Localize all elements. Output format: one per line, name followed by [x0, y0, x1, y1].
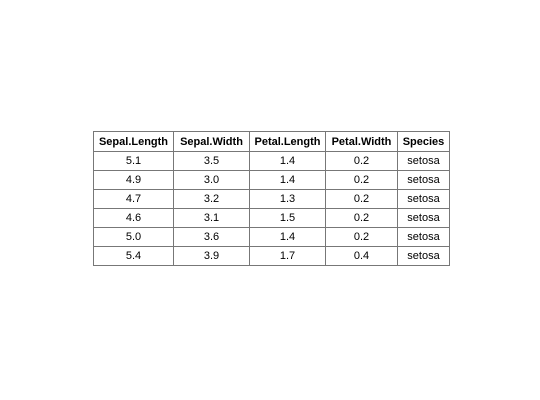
- table-cell-sepal-width: 3.6: [173, 227, 250, 247]
- table-cell-species: setosa: [397, 208, 450, 228]
- table-cell-petal-length: 1.3: [249, 189, 326, 209]
- column-header-species: Species: [397, 131, 450, 152]
- table-cell-species: setosa: [397, 189, 450, 209]
- table-row: 5.1 3.5 1.4 0.2 setosa: [93, 151, 450, 171]
- table-cell-species: setosa: [397, 246, 450, 266]
- table-header: Sepal.Length Sepal.Width Petal.Length Petal…: [93, 131, 450, 152]
- table-row: 4.7 3.2 1.3 0.2 setosa: [93, 189, 450, 209]
- table-row: 4.6 3.1 1.5 0.2 setosa: [93, 208, 450, 228]
- table-cell-petal-length: 1.7: [249, 246, 326, 266]
- table-body: 5.1 3.5 1.4 0.2 setosa 4.9 3.0 1.4 0.2 setosa 4.7 3…: [93, 151, 450, 266]
- table-cell-petal-length: 1.4: [249, 227, 326, 247]
- table-cell-sepal-width: 3.1: [173, 208, 250, 228]
- data-table: Sepal.Length Sepal.Width Petal.Length Petal…: [93, 131, 450, 266]
- table-cell-sepal-width: 3.2: [173, 189, 250, 209]
- column-header-sepal-width: Sepal.Width: [173, 131, 250, 152]
- column-header-petal-length: Petal.Length: [249, 131, 326, 152]
- table-cell-species: setosa: [397, 170, 450, 190]
- table-cell-petal-width: 0.2: [325, 170, 398, 190]
- table-cell-sepal-length: 5.4: [93, 246, 174, 266]
- table-cell-species: setosa: [397, 151, 450, 171]
- table-cell-petal-width: 0.2: [325, 208, 398, 228]
- table-cell-sepal-length: 5.0: [93, 227, 174, 247]
- table-cell-sepal-length: 5.1: [93, 151, 174, 171]
- header-row: Sepal.Length Sepal.Width Petal.Length Petal…: [93, 131, 450, 152]
- table-row: 5.4 3.9 1.7 0.4 setosa: [93, 246, 450, 266]
- table-cell-sepal-length: 4.6: [93, 208, 174, 228]
- table-cell-petal-length: 1.4: [249, 170, 326, 190]
- column-header-sepal-length: Sepal.Length: [93, 131, 174, 152]
- table-cell-sepal-width: 3.5: [173, 151, 250, 171]
- table-cell-petal-width: 0.2: [325, 151, 398, 171]
- table-cell-sepal-width: 3.9: [173, 246, 250, 266]
- table-cell-petal-width: 0.2: [325, 189, 398, 209]
- table-cell-sepal-length: 4.7: [93, 189, 174, 209]
- table-cell-petal-width: 0.2: [325, 227, 398, 247]
- column-header-petal-width: Petal.Width: [325, 131, 398, 152]
- table-cell-sepal-length: 4.9: [93, 170, 174, 190]
- table-row: 4.9 3.0 1.4 0.2 setosa: [93, 170, 450, 190]
- table-cell-petal-width: 0.4: [325, 246, 398, 266]
- table-cell-petal-length: 1.4: [249, 151, 326, 171]
- table-cell-sepal-width: 3.0: [173, 170, 250, 190]
- table-row: 5.0 3.6 1.4 0.2 setosa: [93, 227, 450, 247]
- table-cell-petal-length: 1.5: [249, 208, 326, 228]
- table-cell-species: setosa: [397, 227, 450, 247]
